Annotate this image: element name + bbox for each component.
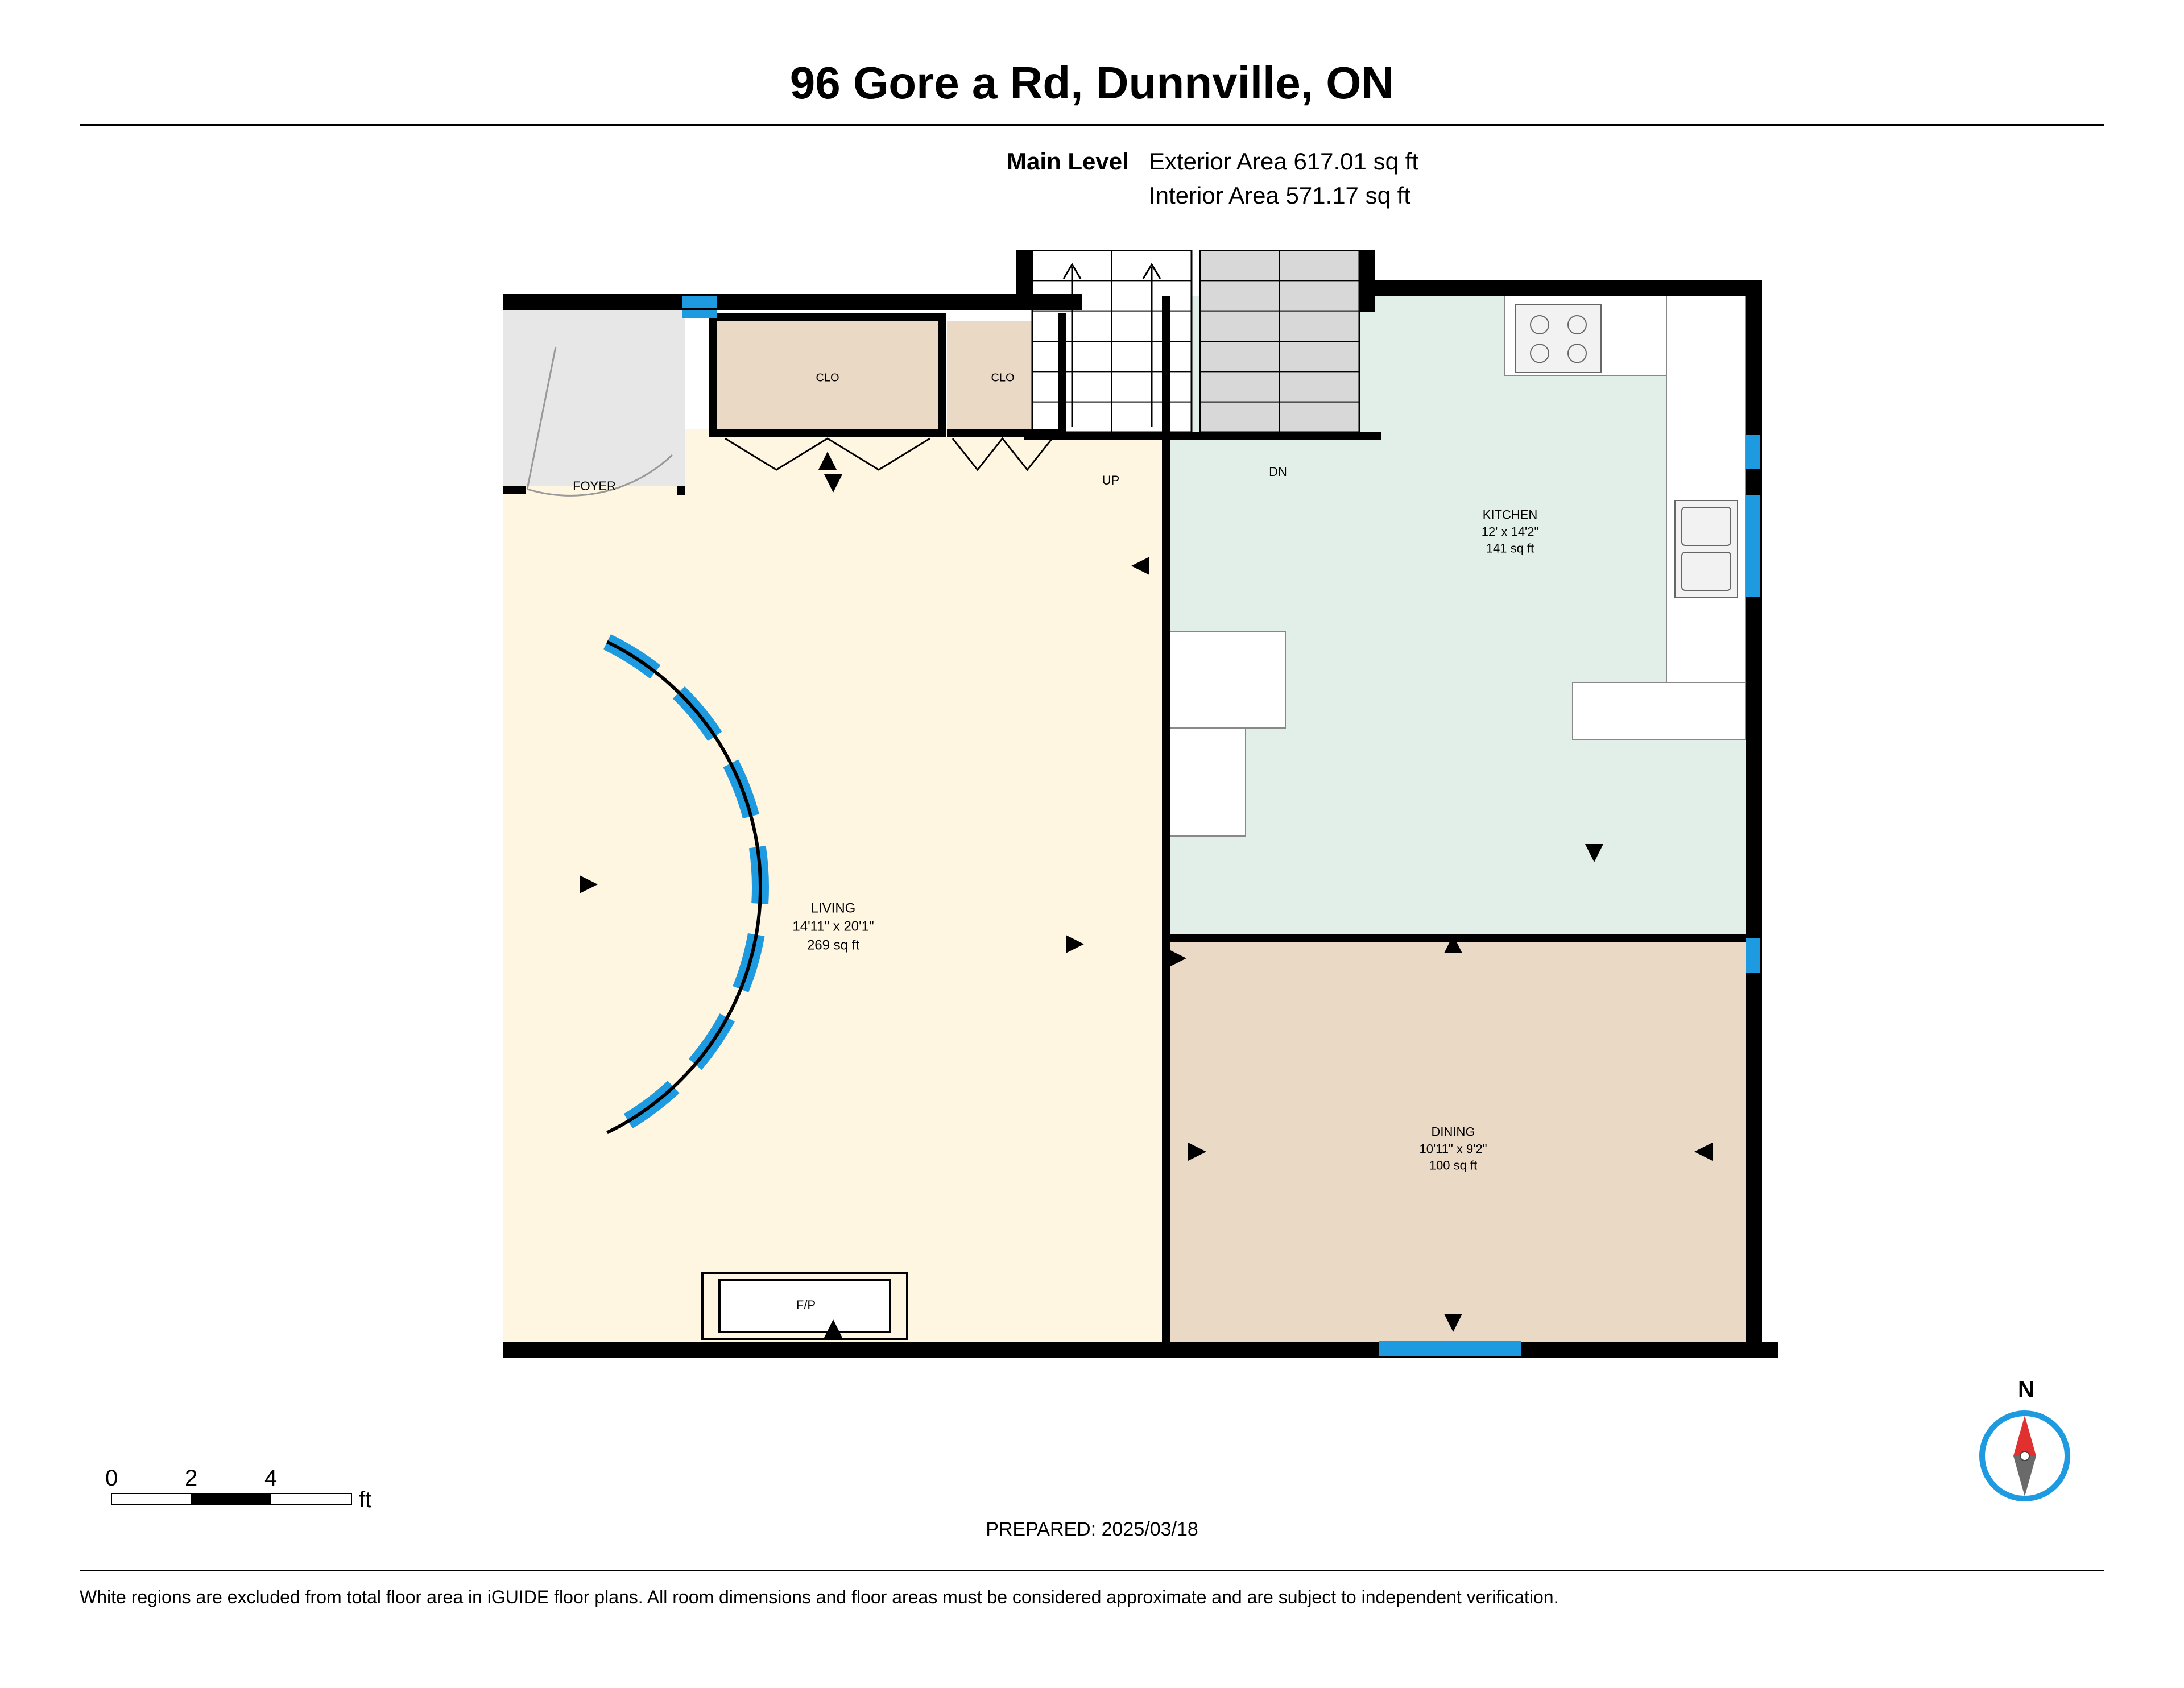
compass-icon [1976,1408,2073,1504]
room-labels-layer: FOYER CLO CLO UP DN LIVING 14'11" x 20'1" 269… [503,250,1811,1399]
label-up: UP [1102,472,1120,489]
title-rule [80,124,2104,126]
scale-segment [111,1493,193,1505]
label-fp: F/P [796,1297,816,1314]
bottom-rule [80,1570,2104,1571]
prepared-date: PREPARED: 2025/03/18 [986,1519,1198,1541]
compass-north-label: N [2018,1377,2034,1402]
scale-unit: ft [359,1487,371,1513]
label-dn: DN [1269,464,1287,481]
page-title: 96 Gore a Rd, Dunnville, ON [0,57,2184,109]
disclaimer-text: White regions are excluded from total fl… [80,1587,2104,1608]
scale-tick-0: 0 [105,1466,118,1491]
interior-area-label: Interior Area 571.17 sq ft [1149,182,1410,209]
label-kitchen: KITCHEN 12' x 14'2" 141 sq ft [1482,506,1539,557]
level-label: Main Level [1007,148,1129,175]
scale-tick-4: 4 [264,1466,277,1491]
label-living: LIVING 14'11" x 20'1" 269 sq ft [792,899,874,954]
label-clo2: CLO [991,371,1014,386]
exterior-area-label: Exterior Area 617.01 sq ft [1149,148,1418,175]
watermark-text: RE/MAX ESCARPMENT REALTY INC., Brokerage [607,1627,1577,1673]
scale-tick-2: 2 [185,1466,197,1491]
label-dining: DINING 10'11" x 9'2" 100 sq ft [1419,1123,1487,1174]
scale-segment [191,1493,272,1505]
scale-segment [270,1493,352,1505]
label-foyer: FOYER [573,478,616,495]
label-clo1: CLO [816,371,839,386]
